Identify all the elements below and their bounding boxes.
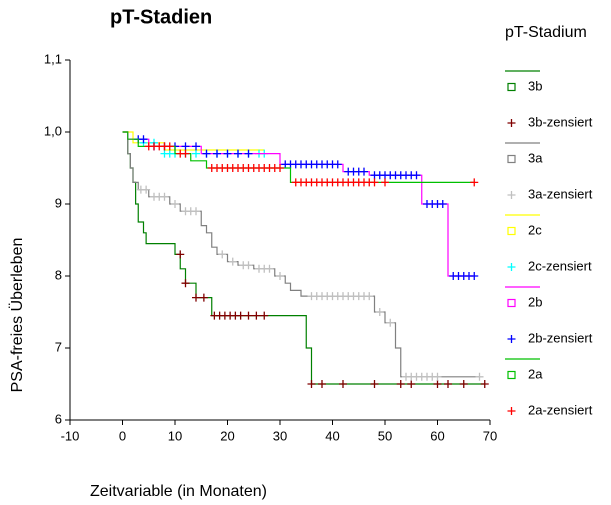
censor-mark xyxy=(181,142,190,151)
legend-marker xyxy=(507,263,516,271)
x-tick-label: 40 xyxy=(325,428,339,443)
y-tick-label: 1,0 xyxy=(44,123,62,138)
censor-mark xyxy=(181,279,190,288)
censor-mark xyxy=(252,311,261,320)
legend-marker xyxy=(507,335,516,343)
censor-mark xyxy=(260,311,269,320)
censor-mark xyxy=(236,311,245,320)
censor-mark xyxy=(433,380,442,388)
censor-mark xyxy=(160,192,169,201)
y-tick-label: 1,1 xyxy=(44,51,62,66)
legend-marker xyxy=(507,407,516,415)
legend-marker xyxy=(507,119,516,127)
censor-mark xyxy=(192,293,200,302)
censor-mark xyxy=(142,185,151,194)
legend-label: 3b-zensiert xyxy=(528,114,593,129)
legend-marker xyxy=(507,370,516,380)
censor-mark xyxy=(470,178,479,187)
legend-label: 2b-zensiert xyxy=(528,330,593,345)
censor-mark xyxy=(438,200,447,208)
legend-marker xyxy=(507,154,516,164)
legend-title: pT-Stadium xyxy=(505,24,587,41)
censor-mark xyxy=(176,250,185,259)
legend-label: 2c-zensiert xyxy=(528,258,592,273)
censor-mark xyxy=(459,380,468,388)
censor-mark xyxy=(244,149,253,158)
x-tick-label: 50 xyxy=(378,428,392,443)
x-tick-label: 0 xyxy=(119,428,126,443)
legend-label: 2b xyxy=(528,294,542,309)
censor-mark xyxy=(213,149,221,158)
x-tick-label: 70 xyxy=(483,428,497,443)
chart-title: pT-Stadien xyxy=(110,6,212,28)
x-tick-label: 10 xyxy=(168,428,182,443)
censor-mark xyxy=(223,149,232,158)
legend-label: 3b xyxy=(528,78,542,93)
censor-mark xyxy=(265,264,274,273)
censor-mark xyxy=(370,178,379,187)
censor-mark xyxy=(470,272,479,280)
legend-marker xyxy=(507,226,516,236)
censor-mark xyxy=(365,292,374,301)
censor-mark xyxy=(244,311,253,320)
censor-mark xyxy=(386,318,395,327)
survival-curve xyxy=(122,131,485,385)
censor-mark xyxy=(234,149,242,158)
censor-mark xyxy=(276,272,284,280)
censor-mark xyxy=(475,372,484,381)
legend-marker xyxy=(507,298,516,308)
x-tick-label: 60 xyxy=(430,428,444,443)
y-tick-label: 8 xyxy=(55,267,62,282)
censor-mark xyxy=(444,380,452,388)
y-tick-label: 6 xyxy=(55,411,62,426)
x-tick-label: 30 xyxy=(273,428,287,443)
censor-mark xyxy=(396,380,405,388)
y-tick-label: 9 xyxy=(55,195,62,210)
censor-mark xyxy=(480,380,489,388)
legend-marker xyxy=(507,191,516,199)
censor-mark xyxy=(276,164,284,172)
censor-mark xyxy=(370,380,379,388)
censor-mark xyxy=(171,200,179,208)
censor-mark xyxy=(192,149,200,158)
x-tick-label: -10 xyxy=(61,428,80,443)
x-axis-label: Zeitvariable (in Monaten) xyxy=(90,483,267,500)
censor-mark xyxy=(433,372,442,381)
censor-mark xyxy=(333,160,342,169)
censor-mark xyxy=(192,142,200,151)
censor-mark xyxy=(199,293,208,302)
legend-label: 3a-zensiert xyxy=(528,186,593,201)
censor-mark xyxy=(339,380,347,388)
censor-mark xyxy=(244,261,253,270)
censor-mark xyxy=(412,171,421,180)
y-axis-label: PSA-freies Überleben xyxy=(8,238,26,393)
censor-mark xyxy=(218,250,227,259)
legend-label: 3a xyxy=(528,150,543,165)
censor-mark xyxy=(202,149,211,158)
legend-label: 2c xyxy=(528,222,542,237)
legend-marker xyxy=(507,82,516,92)
x-tick-label: 20 xyxy=(220,428,234,443)
censor-mark xyxy=(381,178,389,187)
censor-mark xyxy=(318,380,326,388)
y-tick-label: 7 xyxy=(55,339,62,354)
censor-mark xyxy=(360,167,368,176)
censor-mark xyxy=(407,380,416,388)
censor-mark xyxy=(307,380,316,388)
censor-mark xyxy=(228,257,237,266)
censor-mark xyxy=(181,149,190,158)
censor-mark xyxy=(139,135,148,144)
censor-mark xyxy=(192,207,200,216)
censor-mark xyxy=(165,142,174,151)
legend-label: 2a-zensiert xyxy=(528,402,593,417)
legend-label: 2a xyxy=(528,366,543,381)
censor-mark xyxy=(375,308,384,316)
